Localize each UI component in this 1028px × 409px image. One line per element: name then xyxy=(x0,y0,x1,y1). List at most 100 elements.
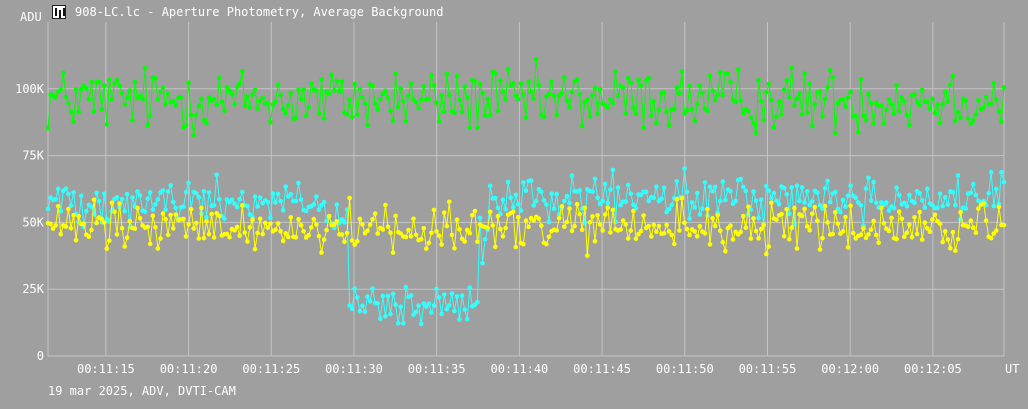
series-1-point xyxy=(459,109,465,115)
series-3-point xyxy=(355,239,360,244)
series-1-point xyxy=(316,111,322,116)
series-2-point xyxy=(592,176,598,182)
series-1-point xyxy=(886,97,892,102)
series-3-point xyxy=(950,229,956,235)
series-2-point xyxy=(464,316,470,322)
series-1-point xyxy=(337,89,342,95)
series-2-point xyxy=(602,181,608,187)
series-2-point xyxy=(482,236,488,242)
series-1-point xyxy=(827,68,833,73)
series-2-point xyxy=(477,215,483,221)
series-3-point xyxy=(153,224,158,230)
series-2-point xyxy=(63,186,69,191)
series-1-point xyxy=(863,118,869,123)
series-2-point xyxy=(160,188,166,193)
series-2-point xyxy=(467,285,473,291)
series-3-point xyxy=(91,197,97,203)
series-1-point xyxy=(96,79,102,85)
series-2-point xyxy=(475,300,480,305)
series-3-point xyxy=(569,228,575,234)
series-2-point xyxy=(802,200,807,205)
series-3-point xyxy=(280,238,286,244)
series-3-point xyxy=(349,238,355,243)
series-1-point xyxy=(314,88,319,93)
series-2-point xyxy=(135,189,140,194)
series-2-point xyxy=(664,209,669,215)
series-2-point xyxy=(385,293,391,299)
lightcurve-app-icon[interactable] xyxy=(52,5,66,19)
series-3-point xyxy=(124,235,130,240)
series-3-point xyxy=(945,237,951,242)
series-1-point xyxy=(61,70,66,76)
series-2-point xyxy=(968,190,974,195)
series-1-point xyxy=(53,95,58,100)
series-3-point xyxy=(155,246,161,251)
footer-caption: 19 mar 2025, ADV, DVTI-CAM xyxy=(48,384,236,398)
series-3-point xyxy=(406,227,411,233)
series-2-point xyxy=(388,311,393,317)
series-3-point xyxy=(408,234,414,239)
series-2-point xyxy=(173,205,179,211)
series-1-point xyxy=(641,125,646,131)
series-3-point xyxy=(710,215,715,221)
series-3-point xyxy=(574,201,580,207)
series-2-point xyxy=(196,194,202,200)
series-2-point xyxy=(769,195,774,201)
series-layer xyxy=(45,57,1007,327)
series-3-point xyxy=(881,221,887,226)
series-1-point xyxy=(454,74,460,79)
series-2-point xyxy=(973,192,979,198)
series-3-point xyxy=(360,222,365,227)
series-3-point xyxy=(582,205,588,211)
series-3-point xyxy=(188,207,194,212)
series-3-point xyxy=(799,213,805,219)
series-2-point xyxy=(454,294,460,299)
series-2-point xyxy=(395,321,401,326)
series-3-point xyxy=(631,208,636,214)
series-1-point xyxy=(700,90,705,96)
series-2-point xyxy=(378,316,383,322)
series-3-point xyxy=(247,224,253,230)
series-1-point xyxy=(257,98,263,104)
series-2-point xyxy=(651,195,657,201)
series-3-point xyxy=(600,228,605,233)
series-1-point xyxy=(130,117,135,123)
series-1-point xyxy=(334,78,340,84)
series-3-point xyxy=(426,240,432,246)
series-1-point xyxy=(674,84,680,90)
series-2-point xyxy=(533,198,539,204)
series-3-point xyxy=(766,244,772,249)
series-3 xyxy=(45,195,1007,258)
series-3-point xyxy=(71,213,76,218)
series-1-point xyxy=(585,97,590,102)
series-3-point xyxy=(462,239,468,244)
series-3-point xyxy=(439,242,444,247)
series-2-point xyxy=(426,301,432,307)
series-1-point xyxy=(971,118,976,123)
series-1-point xyxy=(973,112,979,117)
series-2-point xyxy=(311,202,317,207)
series-3-point xyxy=(677,228,682,233)
series-3-point xyxy=(472,208,478,214)
series-1-point xyxy=(498,78,503,83)
series-2-point xyxy=(600,198,605,204)
series-1-point xyxy=(940,101,945,107)
series-3-point xyxy=(628,228,634,233)
series-1-point xyxy=(551,93,557,98)
series-3-point xyxy=(536,216,542,221)
series-3-point xyxy=(858,232,864,237)
series-1-point xyxy=(968,121,974,127)
series-1-point xyxy=(531,96,536,101)
series-1-point xyxy=(413,100,419,105)
series-3-point xyxy=(181,216,186,222)
series-1-point xyxy=(516,96,521,102)
series-1-point xyxy=(63,94,69,100)
series-3-point xyxy=(206,231,212,237)
series-1-point xyxy=(229,91,235,97)
series-2-point xyxy=(78,193,84,199)
series-1-point xyxy=(899,95,905,100)
series-1-point xyxy=(784,78,789,83)
series-2-point xyxy=(441,292,447,297)
series-1-point xyxy=(227,88,232,93)
